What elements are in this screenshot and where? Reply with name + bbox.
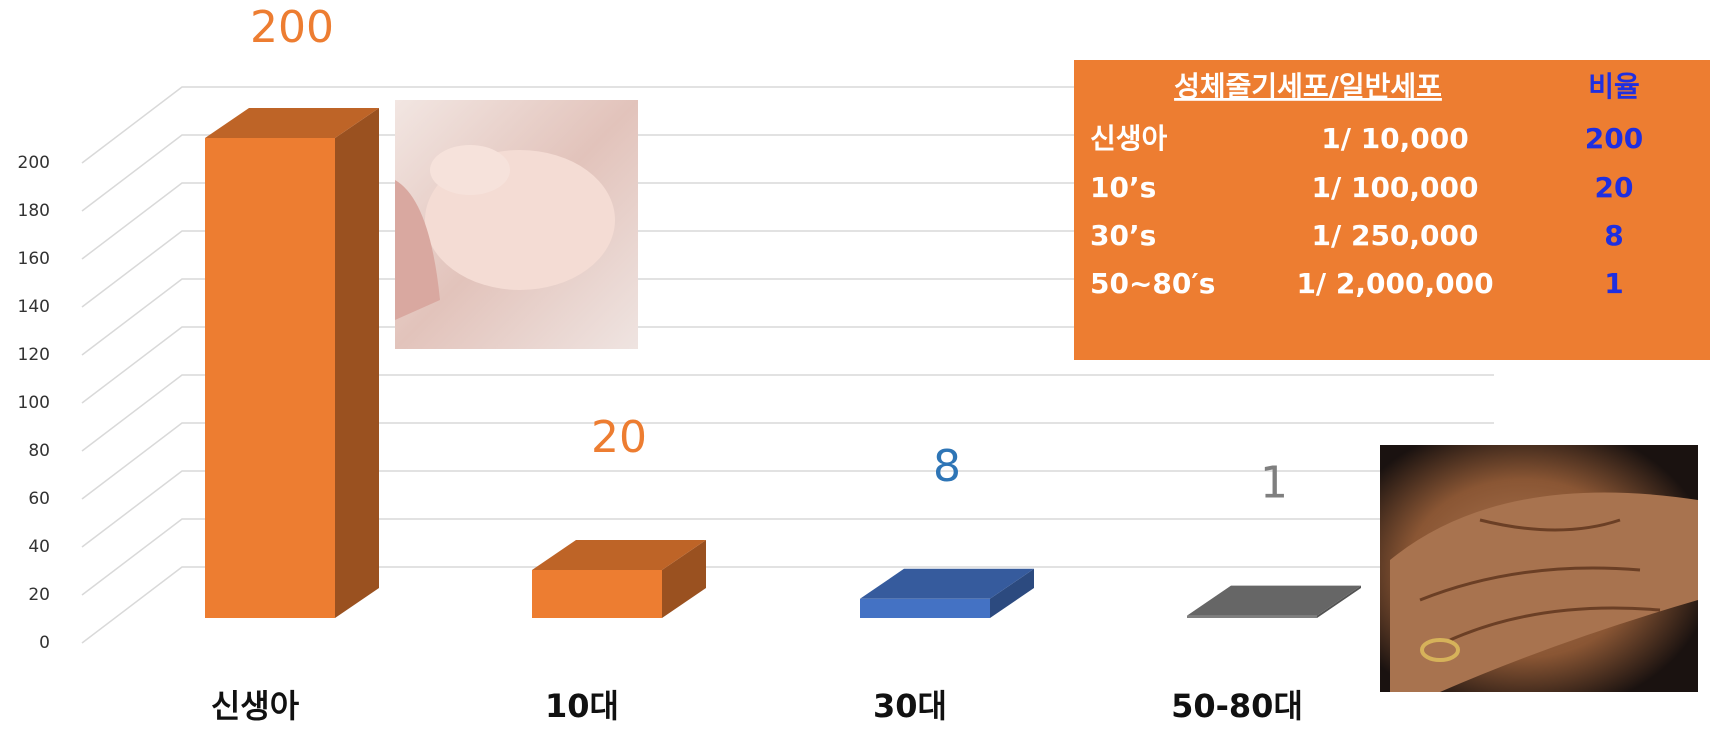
y-tick-label: 0	[39, 633, 50, 653]
grid-line	[81, 470, 1494, 548]
table-cell: 1/ 250,000	[1312, 219, 1479, 252]
baby-hand-photo	[395, 100, 638, 349]
table-cell: 8	[1604, 219, 1623, 252]
grid-line	[81, 374, 1494, 452]
table-cell: 신생아	[1090, 122, 1168, 155]
bar-side	[990, 568, 1034, 618]
y-tick-label: 20	[28, 585, 50, 605]
grid-line	[81, 86, 1494, 164]
old-hand-photo	[1380, 445, 1698, 692]
bar-side	[335, 108, 379, 618]
bar-top	[1187, 585, 1361, 616]
bar-top	[860, 568, 1034, 599]
y-tick-label: 40	[28, 537, 50, 557]
bar	[1187, 615, 1317, 618]
grid-line	[81, 134, 1494, 212]
value-label: 200	[250, 2, 334, 53]
bar	[205, 138, 335, 618]
bar-side	[662, 540, 706, 618]
y-tick-label: 120	[18, 345, 50, 365]
grid-line	[81, 326, 1494, 404]
table-cell: 10’s	[1090, 171, 1156, 204]
y-tick-label: 140	[18, 297, 50, 317]
table-cell: 1/ 2,000,000	[1296, 267, 1493, 300]
x-tick-label: 10대	[545, 687, 619, 725]
y-tick-label: 100	[18, 393, 50, 413]
bar-top	[532, 540, 706, 570]
ratio-table: 성체줄기세포/일반세포 비율 신생아 1/ 10,000 200 10’s 1/…	[1074, 60, 1710, 360]
bar	[532, 570, 662, 618]
grid-line	[81, 566, 1494, 644]
value-label: 8	[933, 441, 961, 492]
bar-top	[205, 108, 379, 138]
table-cell: 50~80′s	[1090, 267, 1215, 300]
table-cell: 30’s	[1090, 219, 1156, 252]
bars: 신생아 200 10대 20 30대 8 50-80대 1	[205, 2, 1361, 725]
value-label: 1	[1260, 458, 1288, 509]
grid-line	[81, 182, 1494, 260]
value-label: 20	[591, 412, 647, 463]
x-tick-label: 50-80대	[1171, 687, 1303, 725]
table-cell: 200	[1585, 122, 1643, 155]
grid-line	[81, 230, 1494, 308]
grid-line	[81, 422, 1494, 500]
y-tick-label: 200	[18, 153, 50, 173]
table-cell: 1/ 100,000	[1312, 171, 1479, 204]
x-tick-label: 30대	[873, 687, 947, 725]
y-tick-label: 80	[28, 441, 50, 461]
y-tick-label: 60	[28, 489, 50, 509]
x-tick-label: 신생아	[211, 687, 300, 725]
bar	[860, 598, 990, 618]
table-cell: 20	[1595, 171, 1634, 204]
table-cell: 1	[1604, 267, 1623, 300]
grid-line	[81, 278, 1494, 356]
grid-line	[81, 518, 1494, 596]
y-tick-label: 160	[18, 249, 50, 269]
table-cell: 1/ 10,000	[1321, 122, 1469, 155]
bar-side	[1317, 585, 1361, 618]
table-header: 비율	[1588, 70, 1640, 103]
table-header: 성체줄기세포/일반세포	[1174, 70, 1442, 103]
y-tick-label: 180	[18, 201, 50, 221]
